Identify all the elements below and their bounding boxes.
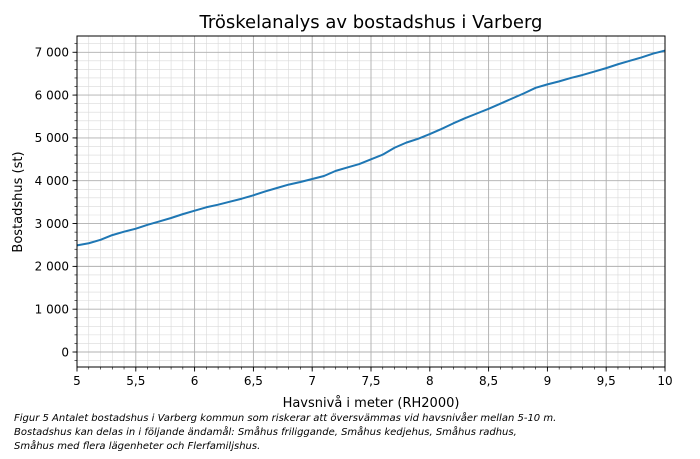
caption-line: Småhus med flera lägenheter och Flerfami… [14, 441, 261, 452]
x-tick-label: 8,5 [479, 374, 498, 388]
x-tick-label: 5 [73, 374, 81, 388]
x-axis: 5 5,5 6 6,5 7 7,5 8 8,5 9 9,5 10 [73, 367, 673, 388]
x-tick-label: 5,5 [126, 374, 145, 388]
y-tick-label: 0 [61, 345, 69, 359]
figure-caption: Figur 5 Antalet bostadshus i Varberg kom… [14, 412, 694, 454]
x-tick-label: 6 [191, 374, 199, 388]
y-tick-label: 1 000 [35, 302, 69, 316]
x-tick-label: 7 [308, 374, 316, 388]
chart-title: Tröskelanalys av bostadshus i Varberg [199, 12, 543, 33]
y-tick-label: 5 000 [35, 131, 69, 145]
y-tick-label: 7 000 [35, 46, 69, 60]
y-tick-label: 3 000 [35, 217, 69, 231]
caption-line: Bostadshus kan delas in i följande ändam… [14, 427, 517, 438]
y-tick-label: 4 000 [35, 174, 69, 188]
x-tick-label: 10 [657, 374, 672, 388]
y-axis-label: Bostadshus (st) [11, 151, 26, 252]
y-tick-label: 2 000 [35, 260, 69, 274]
series-line [76, 49, 666, 247]
x-tick-label: 6,5 [244, 374, 263, 388]
x-tick-label: 7,5 [361, 374, 380, 388]
y-tick-label: 6 000 [35, 88, 69, 102]
x-tick-label: 8 [426, 374, 434, 388]
x-tick-label: 9,5 [597, 374, 616, 388]
x-tick-label: 9 [544, 374, 552, 388]
major-grid [76, 36, 666, 367]
series-layer [76, 49, 666, 247]
caption-line: Figur 5 Antalet bostadshus i Varberg kom… [14, 413, 557, 424]
x-axis-label: Havsnivå i meter (RH2000) [283, 396, 460, 410]
y-axis: 0 1 000 2 000 3 000 4 000 5 000 6 000 7 000 [35, 43, 77, 361]
